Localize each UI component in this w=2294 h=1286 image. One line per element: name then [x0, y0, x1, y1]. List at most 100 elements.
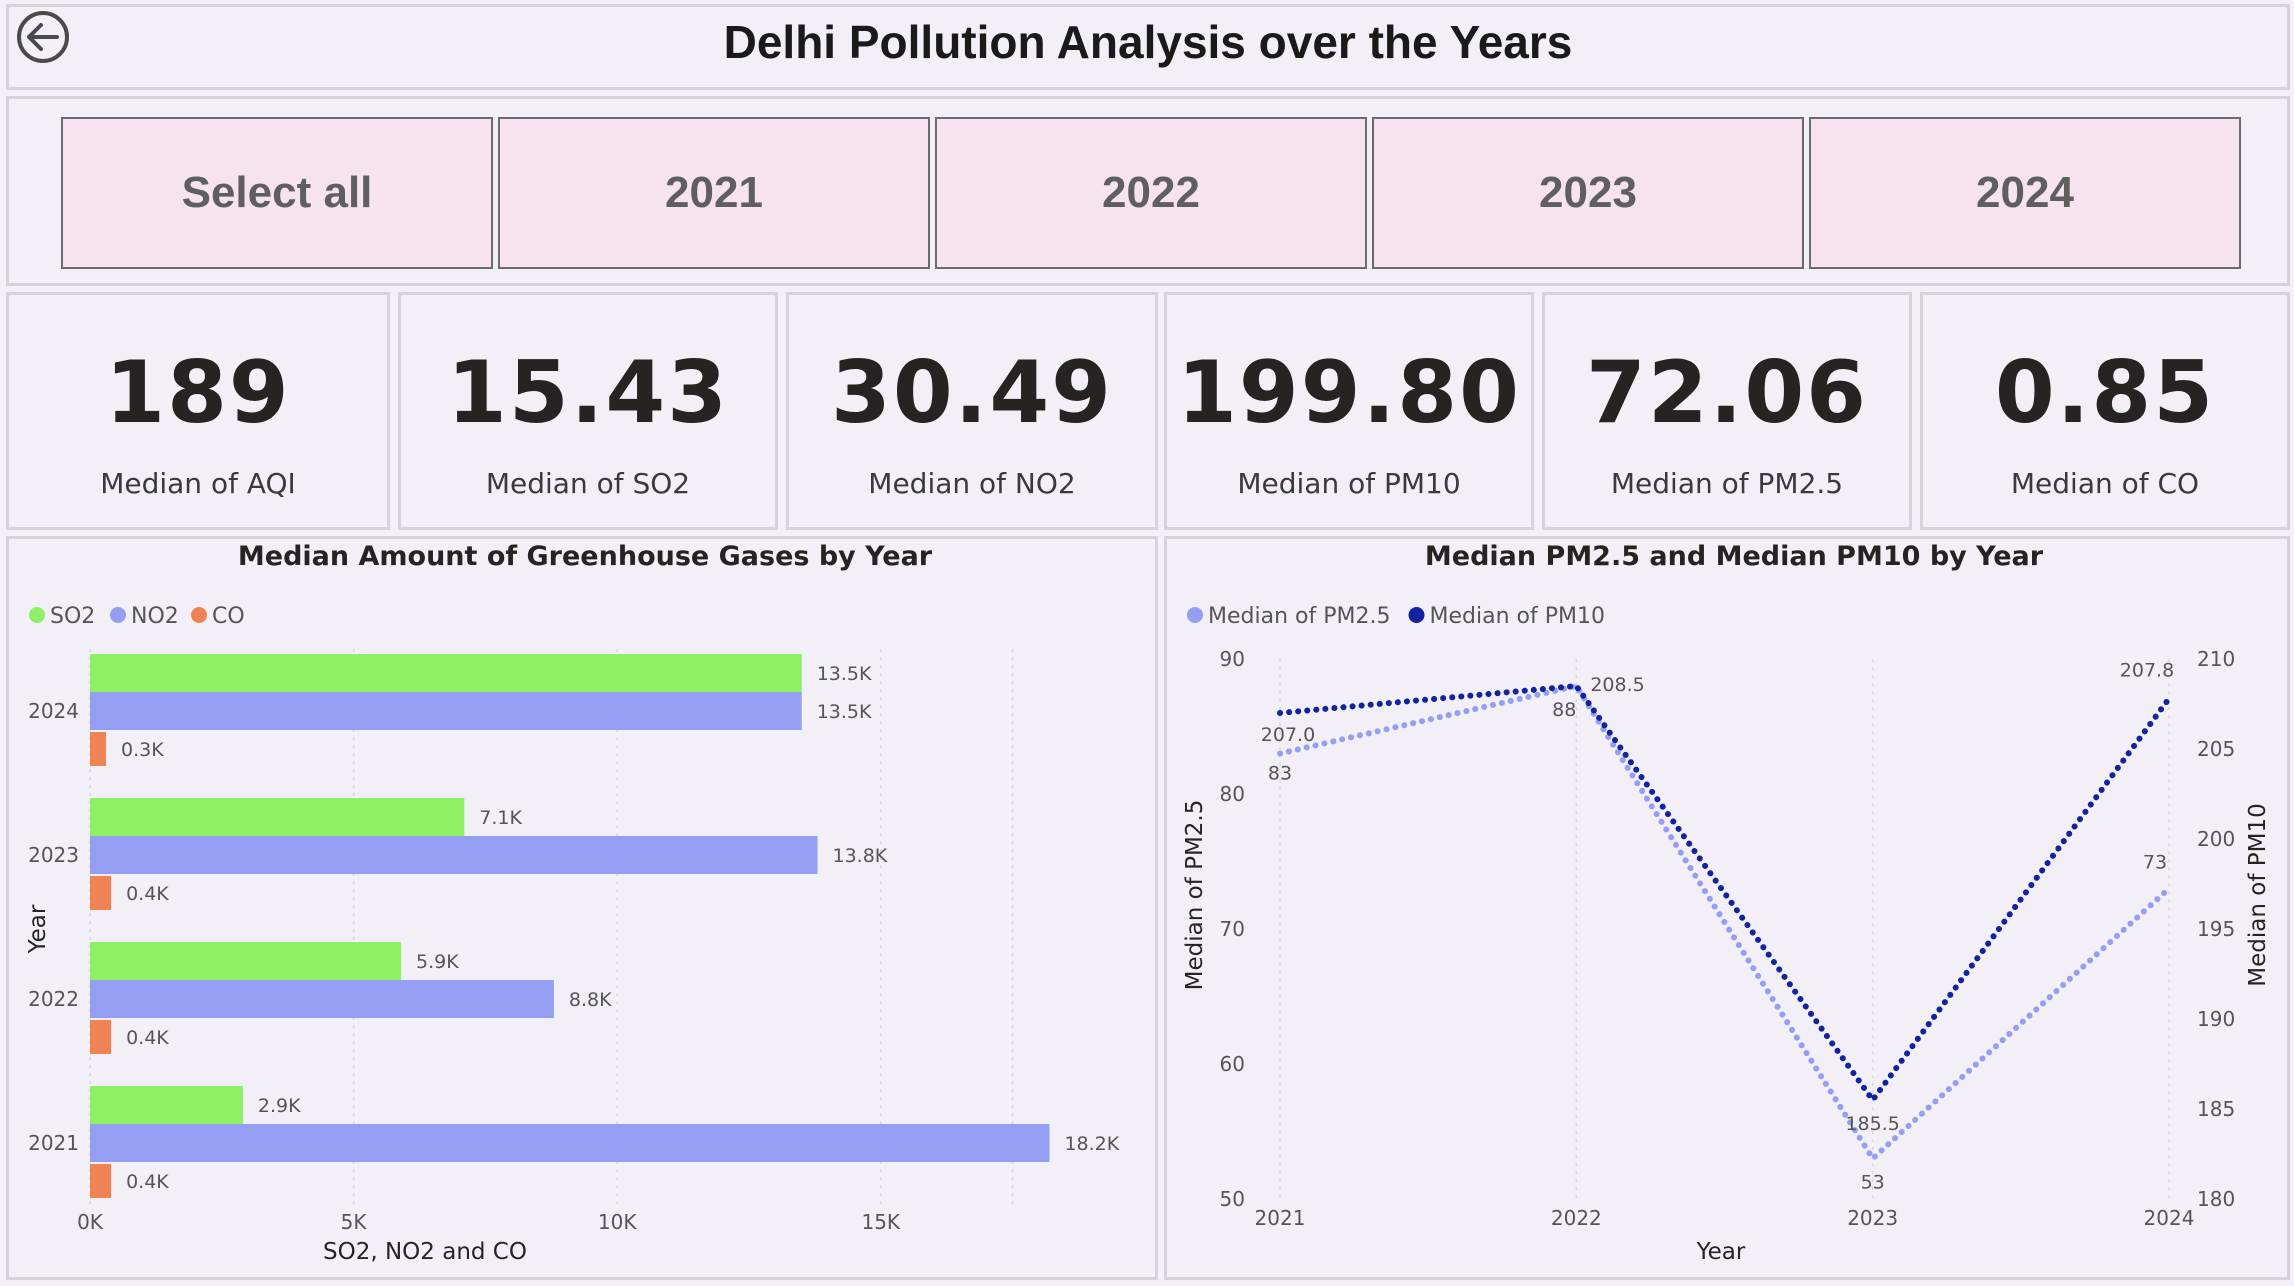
line-pm10[interactable] [1277, 682, 2172, 1106]
bar-so2-2024[interactable] [90, 654, 802, 692]
data-label: 0.4K [126, 1027, 169, 1049]
bar-co-2023[interactable] [90, 876, 112, 910]
bar-co-2022[interactable] [90, 1020, 112, 1054]
kpi-value: 15.43 [446, 343, 730, 443]
slicer-option-2023[interactable]: 2023 [1372, 117, 1804, 269]
slicer-option-2022[interactable]: 2022 [935, 117, 1367, 269]
slicer-option-2024[interactable]: 2024 [1809, 117, 2241, 269]
chart-bars: 13.5K 13.5K 0.3K 7.1K 13.8K 0.4K 5.9K 8.8K 0.4K 2… [90, 654, 1120, 1198]
kpi-value: 72.06 [1585, 343, 1869, 443]
chart-lines: 83 88 53 73 207.0 208.5 185.5 207.8 [1261, 660, 2174, 1194]
pm-by-year-chart[interactable]: Median PM2.5 and Median PM10 by Year Med… [1164, 536, 2290, 1280]
y-tick-label-right: 180 [2197, 1187, 2235, 1211]
kpi-label: Median of PM2.5 [1610, 467, 1844, 500]
x-tick-label: 2021 [1255, 1206, 1306, 1230]
y-axis-title-right: Median of PM10 [2245, 803, 2271, 986]
data-label-pm25: 53 [1861, 1172, 1885, 1194]
chart-title: Median PM2.5 and Median PM10 by Year [1425, 541, 2044, 572]
slicer-option-select-all[interactable]: Select all [61, 117, 493, 269]
kpi-card-aqi: 189 Median of AQI [6, 292, 390, 530]
data-label: 13.5K [817, 663, 872, 685]
x-tick-label: 15K [861, 1210, 900, 1234]
legend-label-no2[interactable]: NO2 [131, 604, 179, 629]
y-tick-label-left: 50 [1220, 1187, 1245, 1211]
y-tick-label-left: 70 [1220, 917, 1245, 941]
kpi-card-so2: 15.43 Median of SO2 [398, 292, 778, 530]
kpi-card-co: 0.85 Median of CO [1920, 292, 2290, 530]
data-label-pm10: 207.8 [2120, 660, 2174, 682]
y-tick-label: 2024 [28, 699, 79, 723]
bar-co-2021[interactable] [90, 1164, 112, 1198]
greenhouse-gases-chart-svg: Median Amount of Greenhouse Gases by Yea… [25, 541, 1120, 1265]
kpi-value: 199.80 [1177, 343, 1521, 443]
data-label-pm10: 185.5 [1845, 1113, 1899, 1135]
chart-axes: 0K 5K 10K 15K 2024 2023 2022 2021 [28, 699, 901, 1234]
y-tick-label: 2022 [28, 987, 79, 1011]
bar-so2-2022[interactable] [90, 942, 402, 980]
data-label: 0.4K [126, 1171, 169, 1193]
arrow-left-circle-icon [27, 23, 59, 51]
kpi-card-pm10: 199.80 Median of PM10 [1164, 292, 1534, 530]
data-label: 0.4K [126, 883, 169, 905]
legend-marker-pm10 [1408, 607, 1425, 623]
chart-axes: 2021 2022 2023 2024 50 60 70 80 90 180 185 190 195 20… [1220, 647, 2236, 1230]
data-label: 7.1K [479, 807, 522, 829]
kpi-label: Median of PM10 [1237, 467, 1461, 500]
year-slicer: Select all 2021 2022 2023 2024 [6, 96, 2290, 286]
x-tick-label: 2024 [2144, 1206, 2195, 1230]
pm-by-year-chart-svg: Median PM2.5 and Median PM10 by Year Med… [1182, 541, 2271, 1265]
x-axis-title: Year [1696, 1239, 1746, 1265]
slicer-option-2021[interactable]: 2021 [498, 117, 930, 269]
x-tick-label: 2022 [1551, 1206, 1602, 1230]
y-tick-label: 2021 [28, 1131, 79, 1155]
data-label-pm10: 208.5 [1590, 674, 1644, 696]
greenhouse-gases-chart[interactable]: Median Amount of Greenhouse Gases by Yea… [6, 536, 1158, 1280]
bar-no2-2023[interactable] [90, 836, 818, 874]
x-tick-label: 2023 [1847, 1206, 1898, 1230]
legend-marker-so2 [29, 607, 45, 623]
y-tick-label: 2023 [28, 843, 79, 867]
y-tick-label-right: 195 [2197, 917, 2235, 941]
legend-marker-pm25 [1187, 607, 1203, 623]
y-tick-label-right: 185 [2197, 1097, 2235, 1121]
y-axis-title: Year [25, 904, 51, 954]
y-tick-label-left: 90 [1220, 647, 1245, 671]
y-tick-label-left: 60 [1220, 1052, 1245, 1076]
kpi-card-no2: 30.49 Median of NO2 [786, 292, 1158, 530]
x-tick-label: 10K [598, 1210, 637, 1234]
kpi-card-pm25: 72.06 Median of PM2.5 [1542, 292, 1912, 530]
y-axis-title-left: Median of PM2.5 [1182, 800, 1208, 991]
x-tick-label: 5K [341, 1210, 368, 1234]
legend-label-pm10[interactable]: Median of PM10 [1430, 604, 1605, 629]
bar-co-2024[interactable] [90, 732, 106, 766]
legend-label-pm25[interactable]: Median of PM2.5 [1208, 604, 1390, 629]
bar-so2-2023[interactable] [90, 798, 465, 836]
kpi-value: 189 [105, 343, 291, 443]
chart-legend[interactable]: SO2 NO2 CO [29, 604, 245, 629]
data-label-pm10: 207.0 [1261, 724, 1315, 746]
back-button[interactable] [17, 11, 69, 63]
y-tick-label-right: 200 [2197, 827, 2235, 851]
data-label: 13.5K [817, 701, 872, 723]
data-label: 8.8K [569, 989, 612, 1011]
kpi-label: Median of AQI [100, 467, 296, 500]
legend-label-co[interactable]: CO [212, 604, 245, 629]
bar-no2-2024[interactable] [90, 692, 802, 730]
y-tick-label-right: 190 [2197, 1007, 2235, 1031]
bar-so2-2021[interactable] [90, 1086, 243, 1124]
kpi-value: 30.49 [830, 343, 1114, 443]
bar-no2-2021[interactable] [90, 1124, 1050, 1162]
x-axis-title: SO2, NO2 and CO [323, 1239, 527, 1265]
data-label: 2.9K [258, 1095, 301, 1117]
line-pm25[interactable] [1277, 682, 2172, 1164]
chart-legend[interactable]: Median of PM2.5 Median of PM10 [1187, 604, 1605, 629]
chart-gridlines [1279, 659, 2170, 1199]
y-tick-label-right: 210 [2197, 647, 2235, 671]
kpi-label: Median of SO2 [485, 467, 691, 500]
y-tick-label-right: 205 [2197, 737, 2235, 761]
data-label: 18.2K [1064, 1133, 1119, 1155]
legend-marker-no2 [110, 607, 126, 623]
bar-no2-2022[interactable] [90, 980, 554, 1018]
header-bar: Delhi Pollution Analysis over the Years [6, 4, 2290, 90]
legend-label-so2[interactable]: SO2 [50, 604, 95, 629]
